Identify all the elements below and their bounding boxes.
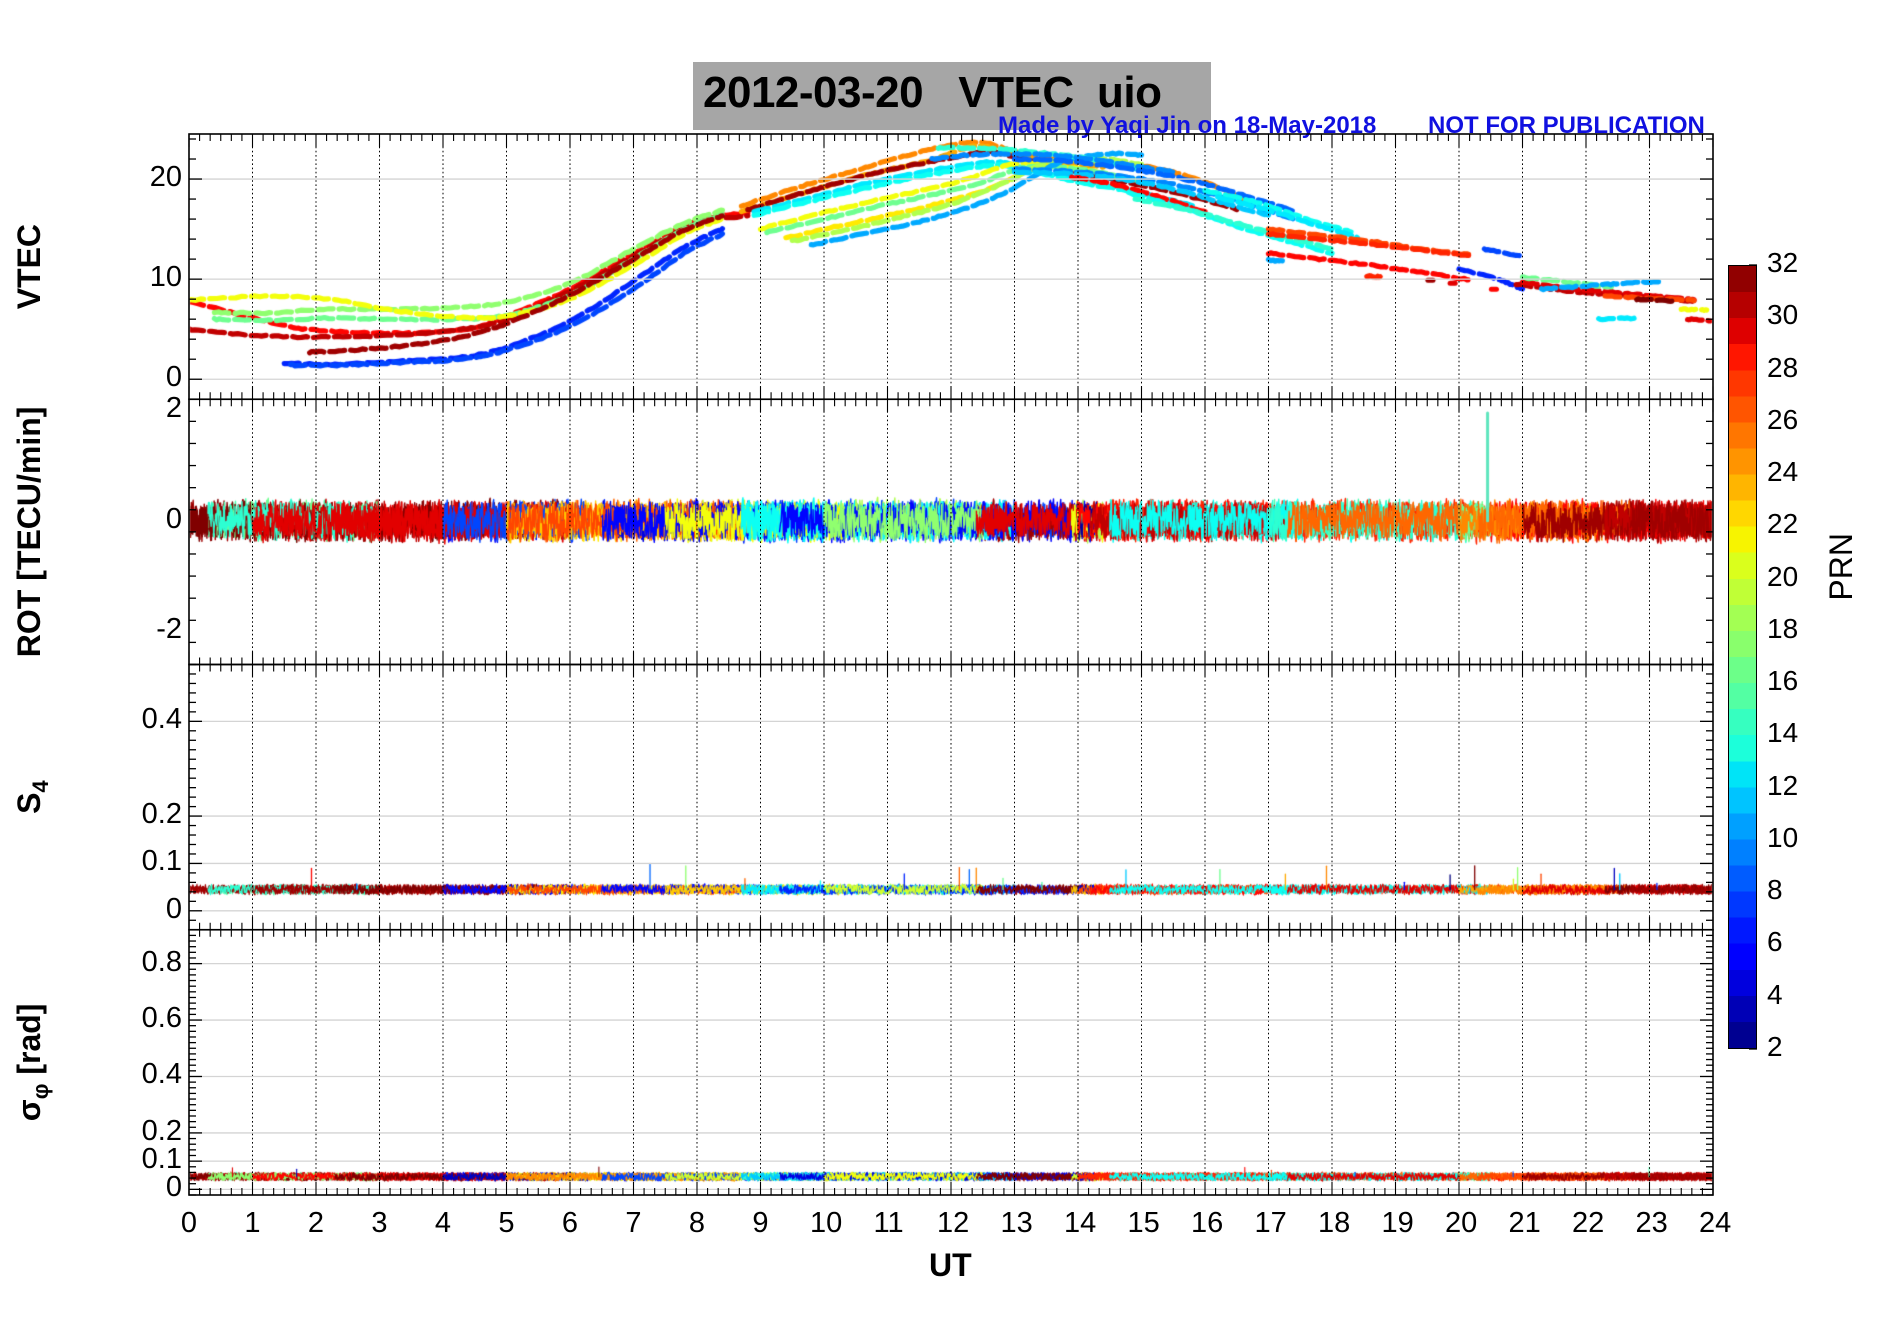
svg-text:σφ [rad]: σφ [rad] bbox=[11, 1004, 53, 1122]
svg-text:ROT [TECU/min]: ROT [TECU/min] bbox=[11, 407, 47, 658]
svg-text:PRN: PRN bbox=[1823, 533, 1859, 601]
svg-text:S4: S4 bbox=[11, 780, 53, 814]
svg-text:VTEC: VTEC bbox=[11, 224, 47, 309]
